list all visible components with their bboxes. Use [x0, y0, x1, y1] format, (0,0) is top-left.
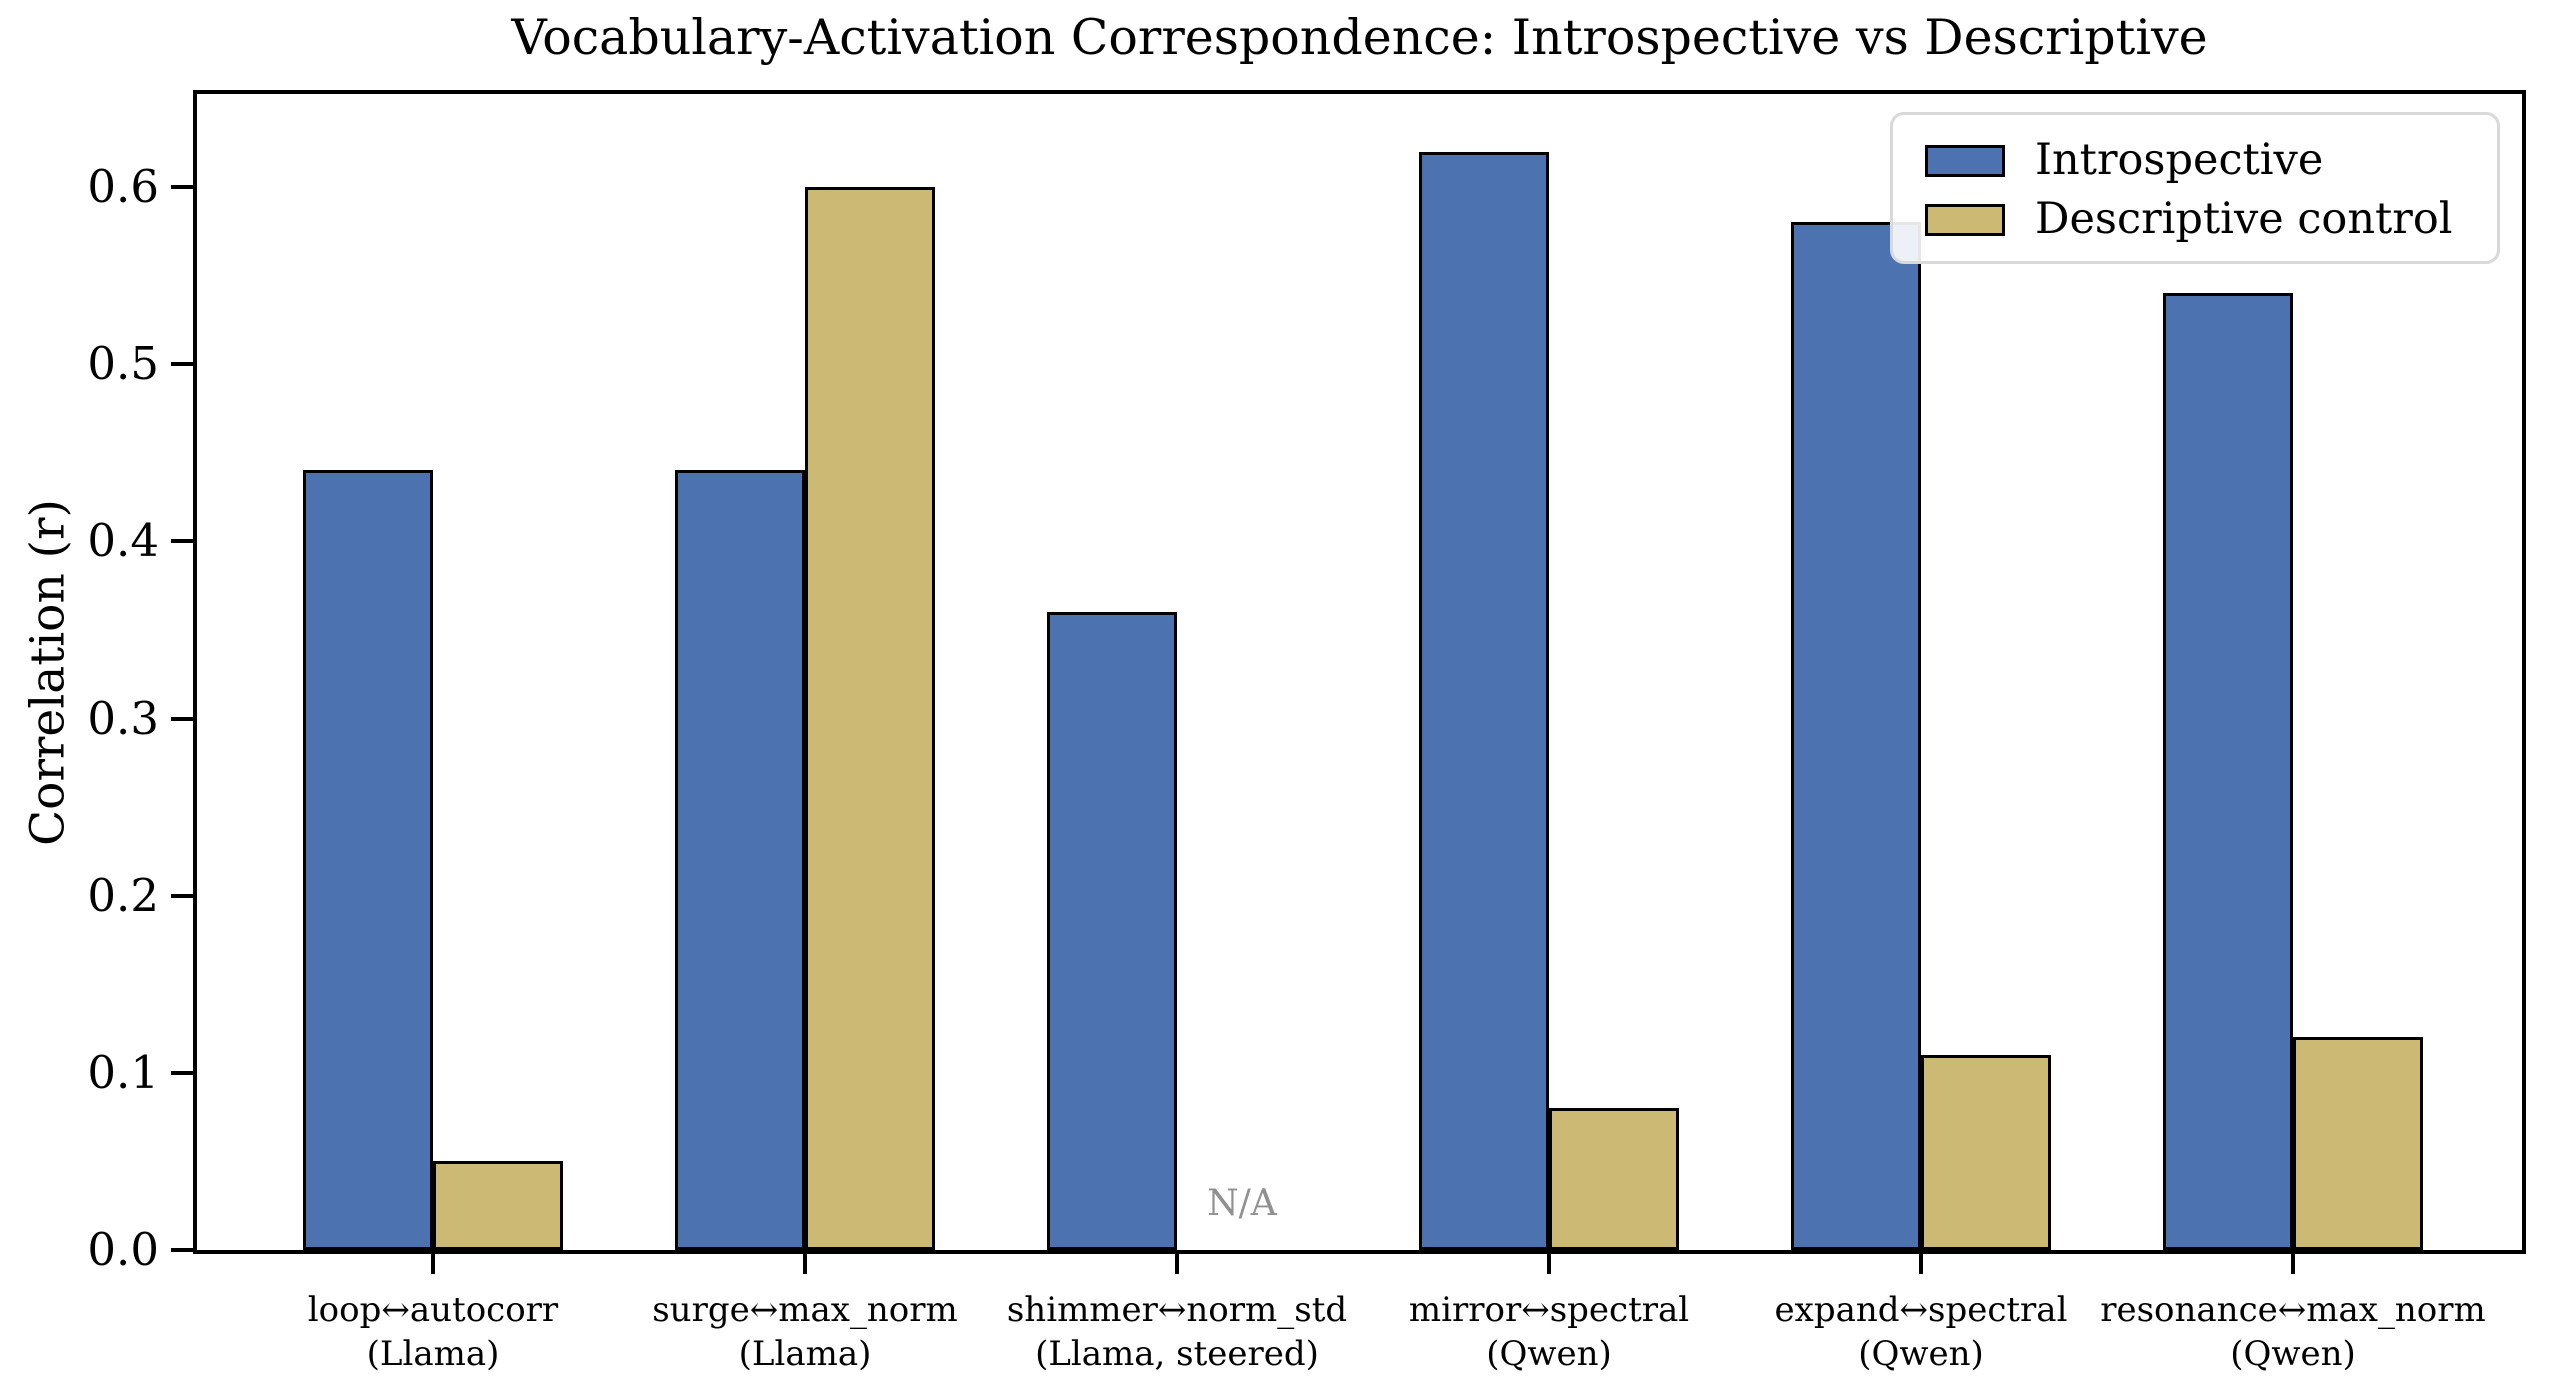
legend-entry-descriptive-control: Descriptive control [1925, 198, 2473, 241]
bar-descriptive-control [1921, 1055, 2051, 1250]
bar-descriptive-control [2293, 1037, 2423, 1250]
y-tick-mark [171, 1070, 193, 1075]
y-tick-label: 0.4 [87, 514, 159, 568]
bar-descriptive-control [805, 187, 935, 1250]
x-tick-label: surge↔max_norm (Llama) [652, 1290, 958, 1375]
bar-introspective [2163, 293, 2293, 1250]
bar-introspective [303, 470, 433, 1250]
missing-value-label: N/A [1207, 1183, 1277, 1224]
legend-swatch-introspective [1925, 144, 2005, 177]
legend-label-descriptive-control: Descriptive control [2035, 194, 2453, 244]
x-tick-mark [1175, 1254, 1179, 1274]
x-tick-mark [1547, 1254, 1551, 1274]
x-tick-label: expand↔spectral (Qwen) [1774, 1290, 2068, 1375]
y-tick-mark [171, 185, 193, 189]
y-tick-label: 0.5 [87, 337, 159, 391]
legend-label-introspective: Introspective [2035, 135, 2324, 185]
y-tick-label: 0.6 [87, 160, 159, 213]
bar-introspective [1047, 612, 1177, 1250]
x-tick-mark [1919, 1254, 1923, 1274]
y-tick-mark [171, 1248, 193, 1252]
chart-title: Vocabulary-Activation Correspondence: In… [511, 9, 2208, 66]
y-tick-label: 0.3 [87, 691, 159, 745]
x-tick-mark [2291, 1254, 2295, 1274]
y-tick-mark [171, 893, 193, 898]
bar-descriptive-control [1549, 1108, 1679, 1250]
y-tick-label: 0.2 [87, 868, 159, 922]
legend-swatch-descriptive-control [1925, 203, 2005, 236]
x-tick-mark [431, 1254, 435, 1274]
x-tick-label: resonance↔max_norm (Qwen) [2100, 1290, 2486, 1375]
bar-descriptive-control [433, 1161, 563, 1250]
bar-introspective [675, 470, 805, 1250]
x-tick-mark [803, 1254, 807, 1274]
y-tick-label: 0.1 [87, 1045, 159, 1099]
legend: Introspective Descriptive control [1890, 112, 2500, 264]
x-tick-label: shimmer↔norm_std (Llama, steered) [1006, 1290, 1348, 1375]
bar-introspective [1419, 152, 1549, 1250]
legend-entry-introspective: Introspective [1925, 139, 2473, 182]
y-tick-label: 0.0 [87, 1223, 159, 1276]
y-tick-mark [171, 539, 193, 544]
x-tick-label: loop↔autocorr (Llama) [307, 1290, 559, 1375]
y-tick-mark [171, 716, 193, 721]
bar-introspective [1791, 222, 1921, 1250]
plot-area: 0.0 0.1 0.2 0.3 0.4 0.5 0.6 loop↔autocorr (Llama… [87, 90, 2526, 1374]
y-tick-mark [171, 362, 193, 367]
x-tick-label: mirror↔spectral (Qwen) [1408, 1290, 1690, 1375]
